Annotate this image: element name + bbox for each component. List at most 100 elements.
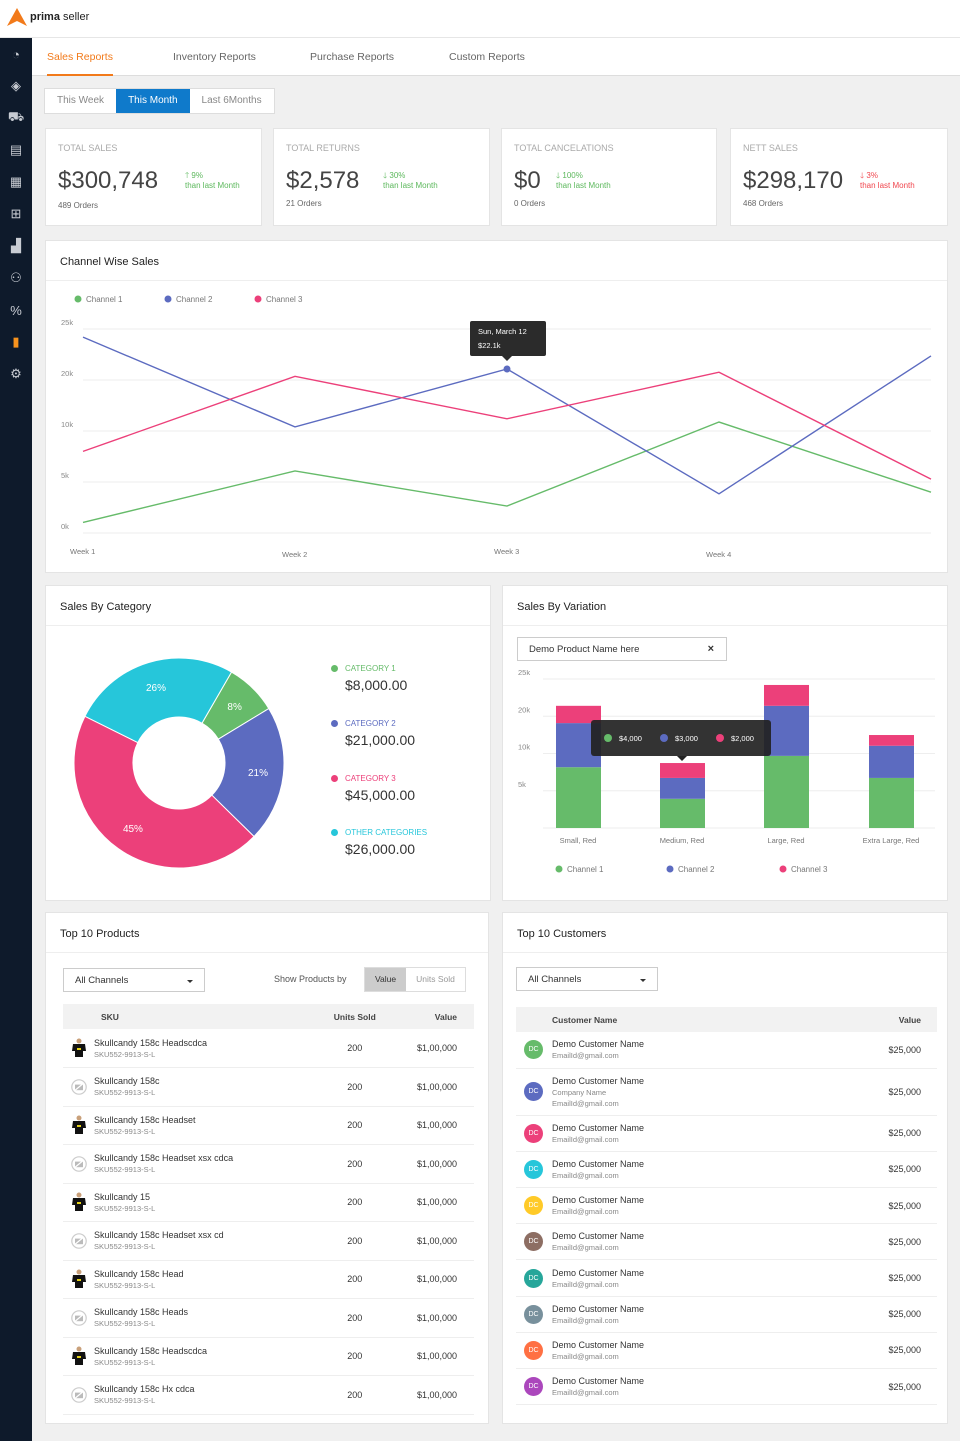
card-title: Sales By Category bbox=[46, 586, 490, 626]
product-name: Skullcandy 158c Headscdca bbox=[94, 1345, 208, 1356]
table-row[interactable]: Skullcandy 158c Heads SKU552-9913-S-L 200 $… bbox=[63, 1298, 474, 1338]
product-value: $1,00,000 bbox=[386, 1375, 474, 1415]
column-header[interactable]: Customer Name bbox=[516, 1007, 822, 1032]
legend-item-channel-3[interactable]: Channel 3 bbox=[779, 865, 829, 874]
sidebar-item-gear[interactable]: ⚙ bbox=[0, 358, 32, 390]
bar-segment[interactable] bbox=[764, 705, 809, 756]
legend-item-channel-2[interactable]: Channel 2 bbox=[666, 865, 716, 874]
category-value: $26,000.00 bbox=[345, 841, 416, 857]
sidebar-item-bar-chart[interactable]: ▮ bbox=[0, 326, 32, 358]
column-header[interactable]: Units Sold bbox=[322, 1004, 387, 1029]
table-row[interactable]: Skullcandy 158c Headset SKU552-9913-S-L 20… bbox=[63, 1106, 474, 1145]
y-tick: 0k bbox=[61, 522, 69, 531]
table-row[interactable]: Skullcandy 15 SKU552-9913-S-L 200 $1,00,000 bbox=[63, 1183, 474, 1222]
table-row[interactable]: Skullcandy 158c Headscdca SKU552-9913-S-L… bbox=[63, 1029, 474, 1068]
avatar: DC bbox=[524, 1304, 543, 1324]
products-table: SKU Units Sold Value Skullcandy 158c Headsc… bbox=[63, 1004, 474, 1415]
customer-email: EmailId@gmail.com bbox=[552, 1279, 619, 1289]
legend-label: Channel 1 bbox=[567, 865, 604, 874]
customer-value: $25,000 bbox=[821, 1223, 937, 1261]
tab-custom-reports[interactable]: Custom Reports bbox=[449, 51, 525, 63]
gear-icon: ⚙ bbox=[10, 366, 22, 381]
x-tick: Week 2 bbox=[282, 550, 307, 559]
table-row[interactable]: Skullcandy 158c Headset xsx cdca SKU552-9… bbox=[63, 1144, 474, 1184]
table-row[interactable]: DC Demo Customer Name EmailId@gmail.com $25… bbox=[516, 1368, 937, 1406]
period-this-week[interactable]: This Week bbox=[57, 95, 105, 106]
customer-name: Demo Customer Name bbox=[552, 1376, 645, 1387]
bar-segment[interactable] bbox=[869, 735, 914, 746]
legend-item-channel-3[interactable]: Channel 3 bbox=[254, 295, 304, 304]
table-row[interactable]: DC Demo Customer Name EmailId@gmail.com $25… bbox=[516, 1187, 937, 1225]
sidebar-item-tag[interactable]: ◈ bbox=[0, 70, 32, 102]
legend-label: Channel 3 bbox=[791, 865, 828, 874]
bar-segment[interactable] bbox=[556, 767, 601, 828]
tab-inventory-reports[interactable]: Inventory Reports bbox=[173, 51, 256, 63]
sidebar-item-inventory[interactable]: ▟ bbox=[0, 230, 32, 262]
sidebar-item-dashboard[interactable]: ◔ bbox=[0, 38, 32, 70]
table-row[interactable]: Skullcandy 158c Headscdca SKU552-9913-S-L… bbox=[63, 1337, 474, 1376]
column-header[interactable]: SKU bbox=[63, 1004, 323, 1029]
product-value: $1,00,000 bbox=[386, 1221, 474, 1261]
bar-segment[interactable] bbox=[869, 777, 914, 828]
legend-item-channel-1[interactable]: Channel 1 bbox=[74, 295, 124, 304]
bar-segment[interactable] bbox=[556, 705, 601, 724]
product-sku: SKU552-9913-S-L bbox=[94, 1088, 156, 1098]
table-row[interactable]: Skullcandy 158c SKU552-9913-S-L 200 $1,00,0… bbox=[63, 1067, 474, 1107]
period-last-6-months[interactable]: Last 6Months bbox=[201, 95, 262, 106]
product-select[interactable]: Demo Product Name here × bbox=[517, 637, 727, 661]
donut-slice[interactable] bbox=[84, 657, 233, 744]
units-sold: 200 bbox=[322, 1260, 387, 1299]
sidebar-item-cart[interactable]: ⛟ bbox=[0, 102, 32, 134]
period-this-month[interactable]: This Month bbox=[116, 89, 190, 113]
table-row[interactable]: DC Demo Customer Name EmailId@gmail.com $25… bbox=[516, 1259, 937, 1297]
tooltip-value: $4,000 bbox=[619, 734, 642, 743]
logo[interactable]: prima seller bbox=[7, 8, 89, 26]
bar-segment[interactable] bbox=[764, 684, 809, 706]
column-header[interactable]: Value bbox=[821, 1007, 937, 1032]
sidebar-item-store[interactable]: ▤ bbox=[0, 134, 32, 166]
sidebar-item-users[interactable]: ⚇ bbox=[0, 262, 32, 294]
toggle-value[interactable]: Value bbox=[365, 968, 407, 991]
toggle-units-sold[interactable]: Units Sold bbox=[416, 974, 455, 984]
table-row[interactable]: DC Demo Customer Name EmailId@gmail.com $25… bbox=[516, 1296, 937, 1333]
column-header[interactable]: Value bbox=[386, 1004, 474, 1029]
customer-name: Demo Customer Name bbox=[552, 1075, 645, 1086]
legend-item-channel-1[interactable]: Channel 1 bbox=[555, 865, 605, 874]
sidebar-item-hierarchy[interactable]: ⊞ bbox=[0, 198, 32, 230]
product-value: $1,00,000 bbox=[386, 1029, 474, 1068]
table-row[interactable]: DC Demo Customer Name Company Name EmailId@… bbox=[516, 1068, 937, 1116]
customer-value: $25,000 bbox=[821, 1259, 937, 1297]
products-channel-select[interactable]: All Channels bbox=[63, 968, 205, 992]
bar-segment[interactable] bbox=[869, 745, 914, 778]
table-row[interactable]: DC Demo Customer Name EmailId@gmail.com $25… bbox=[516, 1223, 937, 1261]
bar-segment[interactable] bbox=[764, 755, 809, 828]
tab-sales-reports[interactable]: Sales Reports bbox=[47, 38, 113, 76]
product-thumbnail bbox=[72, 1269, 86, 1289]
bar-segment[interactable] bbox=[660, 777, 705, 799]
table-row[interactable]: Skullcandy 158c Head SKU552-9913-S-L 200 $1… bbox=[63, 1260, 474, 1299]
category-legend-item: CATEGORY 1 $8,000.00 bbox=[331, 664, 407, 693]
donut-slice[interactable] bbox=[73, 715, 255, 869]
customers-channel-select[interactable]: All Channels bbox=[516, 967, 658, 991]
product-name: Skullcandy 158c Head bbox=[94, 1268, 184, 1279]
bar-segment[interactable] bbox=[660, 798, 705, 828]
tab-purchase-reports[interactable]: Purchase Reports bbox=[310, 51, 395, 63]
sidebar-item-building[interactable]: ▦ bbox=[0, 166, 32, 198]
sidebar-item-percent[interactable]: % bbox=[0, 294, 32, 326]
table-row[interactable]: DC Demo Customer Name EmailId@gmail.com $25… bbox=[516, 1115, 937, 1152]
data-point[interactable] bbox=[503, 365, 511, 373]
legend-item-channel-2[interactable]: Channel 2 bbox=[164, 295, 214, 304]
table-row[interactable]: DC Demo Customer Name EmailId@gmail.com $25… bbox=[516, 1332, 937, 1370]
table-row[interactable]: Skullcandy 158c Headset xsx cd SKU552-991… bbox=[63, 1221, 474, 1261]
product-value: $1,00,000 bbox=[386, 1298, 474, 1338]
product-thumbnail bbox=[72, 1346, 86, 1366]
table-row[interactable]: DC Demo Customer Name EmailId@gmail.com $25… bbox=[516, 1032, 937, 1069]
clear-icon[interactable]: × bbox=[707, 643, 714, 655]
table-row[interactable]: Skullcandy 158c Hx cdca SKU552-9913-S-L 20… bbox=[63, 1375, 474, 1415]
no-image-icon bbox=[71, 1309, 87, 1326]
bar-segment[interactable] bbox=[660, 763, 705, 778]
legend-label: Channel 1 bbox=[86, 295, 123, 304]
table-row[interactable]: DC Demo Customer Name EmailId@gmail.com $25… bbox=[516, 1151, 937, 1189]
donut-slice[interactable] bbox=[211, 707, 285, 838]
units-sold: 200 bbox=[322, 1375, 387, 1415]
